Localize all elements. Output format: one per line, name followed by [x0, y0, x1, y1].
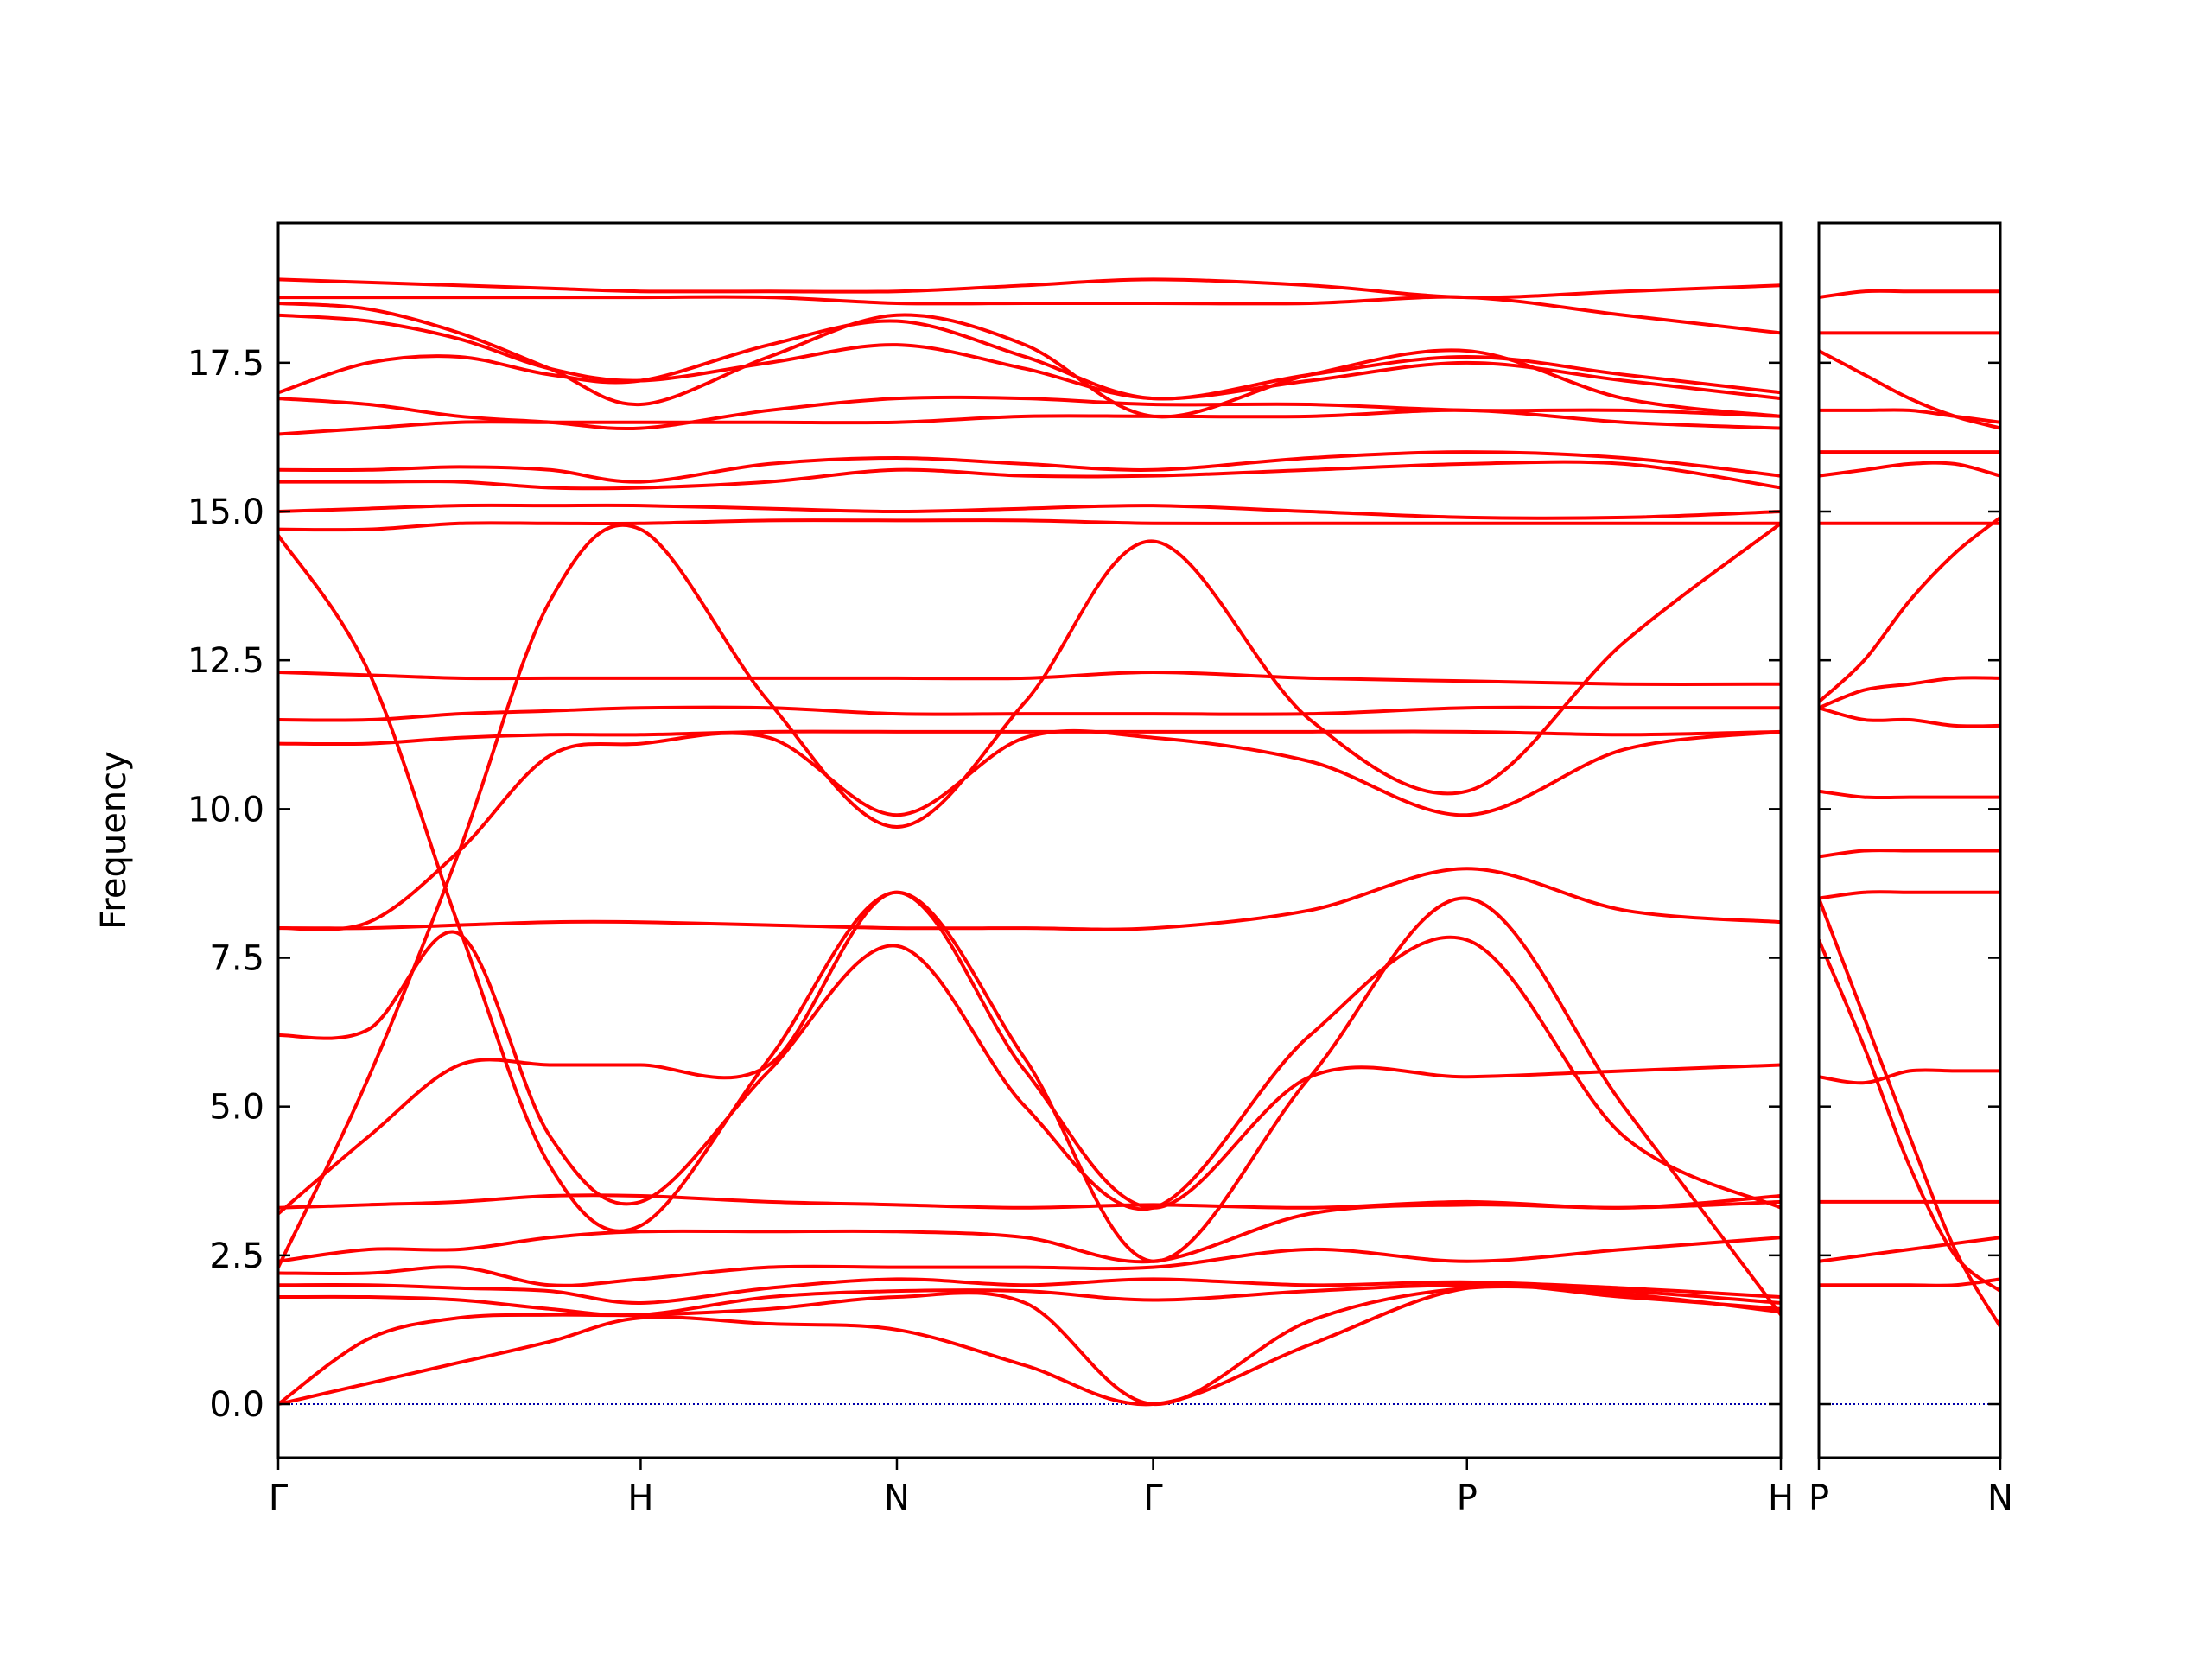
band-line	[1819, 349, 2000, 430]
band-line	[278, 670, 1781, 686]
axes-frame	[1817, 221, 2002, 1459]
axes-frame	[276, 221, 1783, 1459]
band-line	[278, 930, 1781, 1211]
x-tick-label: N	[1987, 1478, 2013, 1518]
y-tick-label: 17.5	[188, 344, 264, 384]
band-line	[278, 705, 1781, 722]
band-line	[1819, 1068, 2000, 1085]
band-line	[278, 1283, 1781, 1318]
band-line	[278, 313, 1781, 401]
band-line	[1819, 939, 2000, 1293]
band-line	[1819, 897, 2000, 1328]
band-line	[1819, 461, 2000, 478]
band-line	[278, 408, 1781, 436]
band-line	[1819, 890, 2000, 900]
band-line	[1819, 408, 2000, 424]
x-tick-label: N	[884, 1478, 910, 1518]
x-tick-label: P	[1808, 1478, 1829, 1518]
y-tick-label: 0.0	[209, 1385, 264, 1425]
y-tick-label: 15.0	[188, 493, 264, 532]
y-tick-label: 12.5	[188, 641, 264, 681]
x-tick-label: P	[1457, 1478, 1478, 1518]
band-line	[278, 301, 1781, 419]
band-line	[278, 1236, 1781, 1287]
x-tick-label: Γ	[1143, 1478, 1163, 1518]
band-line	[278, 277, 1781, 300]
plot-area	[278, 277, 1781, 1407]
band-line	[1819, 516, 2000, 703]
y-tick-label: 7.5	[209, 939, 264, 979]
band-line	[1819, 289, 2000, 300]
band-line	[278, 319, 1781, 401]
band-line	[278, 450, 1781, 484]
band-line	[1819, 1236, 2000, 1263]
band-line	[278, 503, 1781, 520]
x-tick-label: H	[627, 1478, 653, 1518]
band-line	[278, 1193, 1781, 1210]
band-line	[1819, 1277, 2000, 1287]
band-line	[278, 1277, 1781, 1305]
band-line	[278, 729, 1781, 747]
band-line	[278, 295, 1781, 335]
y-tick-label: 5.0	[209, 1088, 264, 1128]
band-line	[278, 518, 1781, 532]
band-line	[278, 534, 1781, 1316]
panel: 0.0 2.5 5.0 7.5 10.0 12.5 15.0 17.5 Γ H N Γ P H Freque…	[94, 221, 1794, 1518]
band-line	[278, 867, 1781, 931]
band-line	[278, 460, 1781, 491]
x-tick-label: H	[1768, 1478, 1794, 1518]
y-tick-label: 10.0	[188, 790, 264, 830]
band-line	[278, 728, 1781, 931]
band-line	[1819, 789, 2000, 800]
band-line	[278, 1199, 1781, 1264]
band-line	[278, 890, 1781, 1216]
band-line	[278, 522, 1781, 1268]
band-line	[1819, 706, 2000, 728]
y-axis-label: Frequency	[94, 751, 134, 930]
plot-area	[1819, 289, 2000, 1328]
y-tick-label: 2.5	[209, 1236, 264, 1276]
band-line	[1819, 676, 2000, 710]
band-line	[278, 1284, 1781, 1407]
band-line	[1819, 849, 2000, 859]
band-line	[278, 395, 1781, 431]
x-tick-label: Γ	[269, 1478, 289, 1518]
